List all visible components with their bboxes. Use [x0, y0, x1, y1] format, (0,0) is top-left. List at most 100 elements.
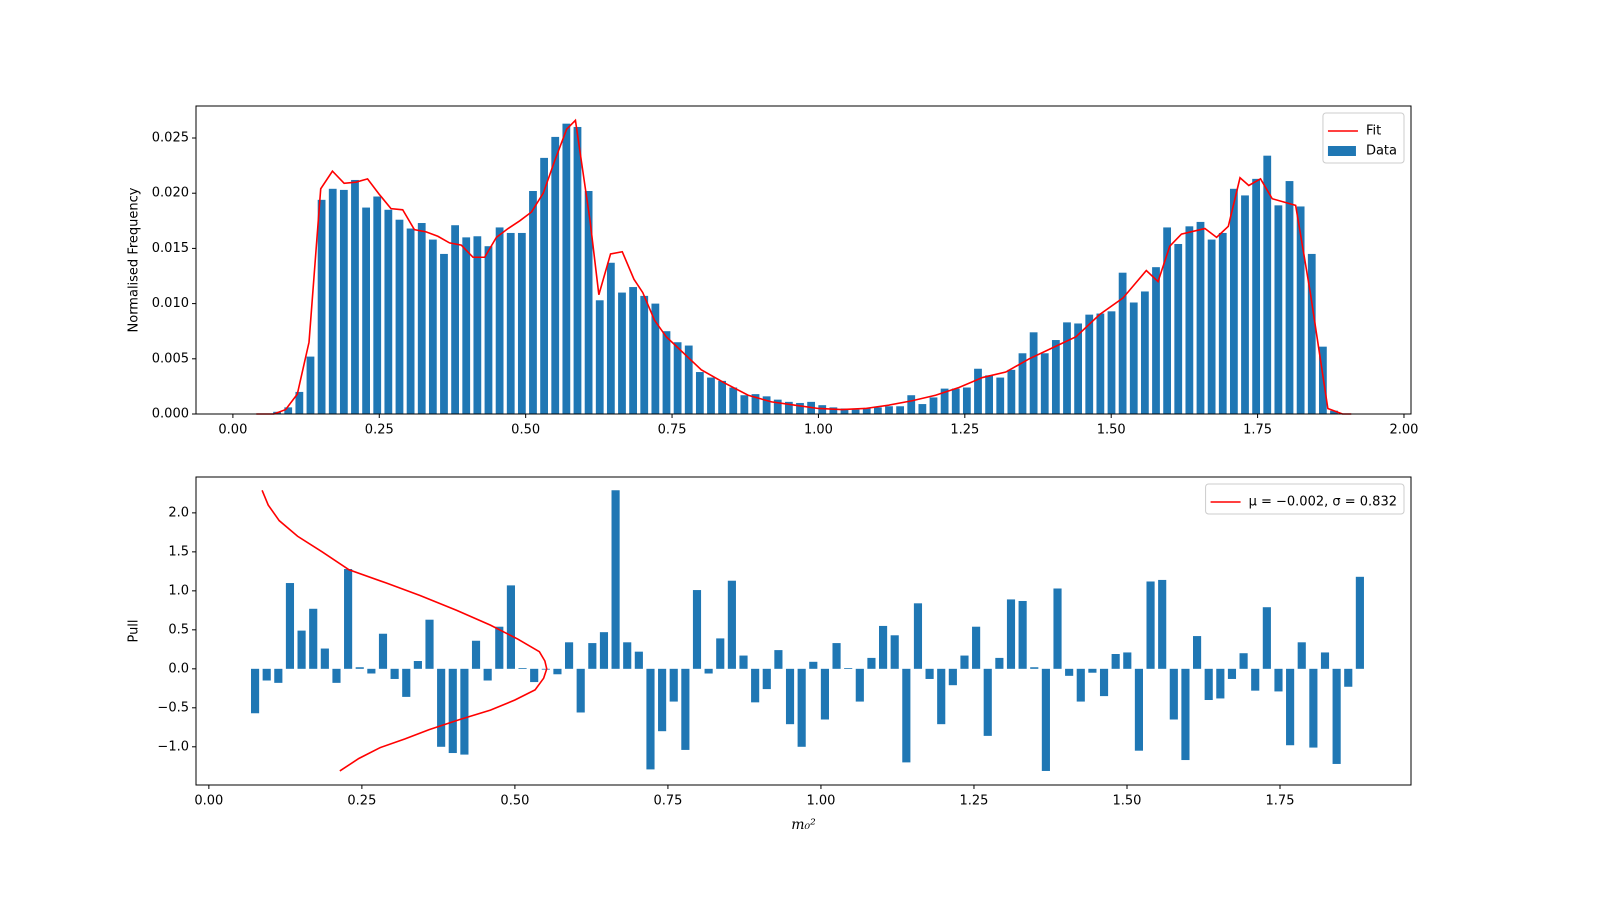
bar [983, 668, 992, 736]
bar [339, 189, 348, 414]
bar [1169, 668, 1178, 720]
bar [1309, 668, 1318, 748]
bar [285, 583, 295, 669]
bar [1051, 340, 1060, 414]
bar [773, 399, 782, 414]
bar [425, 619, 434, 669]
x-tick-label: 1.75 [1243, 423, 1272, 438]
fit-line [256, 118, 1352, 415]
bar [948, 668, 957, 686]
bar [716, 638, 725, 669]
bar [484, 246, 493, 414]
bar [1041, 668, 1050, 771]
bar [1262, 607, 1271, 669]
bar [530, 668, 539, 683]
y-tick-label: 0.010 [152, 296, 189, 311]
bar [646, 668, 655, 770]
bar [295, 391, 304, 414]
bar [1018, 600, 1027, 669]
bar [573, 126, 582, 414]
bar [929, 397, 938, 414]
bar [890, 635, 899, 669]
bar [704, 668, 713, 674]
bar [437, 668, 446, 747]
bar [611, 490, 620, 669]
x-tick-label: 1.00 [806, 794, 835, 809]
bar [495, 227, 504, 414]
x-tick-label: 2.00 [1389, 423, 1418, 438]
y-tick-label: 2.0 [168, 505, 189, 520]
bar [985, 375, 994, 414]
bar [1320, 652, 1330, 669]
bar [1085, 314, 1094, 414]
bar [1239, 653, 1248, 669]
bar [564, 642, 574, 669]
bar [1007, 369, 1016, 414]
axes-frame [195, 105, 1412, 415]
bar [809, 661, 818, 669]
bar [1193, 636, 1202, 669]
bar [1204, 668, 1213, 701]
bar [599, 632, 609, 669]
bar [462, 237, 471, 414]
bar [517, 232, 526, 414]
bar [729, 387, 738, 414]
bar [1185, 226, 1194, 414]
bar [1074, 323, 1083, 414]
bar [1118, 272, 1127, 414]
y-axis-label: Pull [127, 619, 142, 642]
bar [658, 668, 667, 732]
bar [1053, 588, 1062, 669]
bar [996, 377, 1005, 414]
bar [739, 655, 748, 669]
bar [390, 668, 399, 679]
bar [506, 232, 515, 414]
bar [506, 585, 515, 669]
bar [297, 630, 306, 669]
bar [483, 668, 492, 681]
bar [1274, 205, 1283, 414]
y-tick-label: 0.000 [152, 407, 189, 422]
bar [960, 655, 969, 669]
x-tick-label: 0.25 [365, 423, 394, 438]
x-tick-label: 1.00 [804, 423, 833, 438]
bar [317, 199, 326, 414]
bar [588, 643, 597, 669]
bar [428, 239, 437, 414]
x-tick-label: 1.50 [1113, 794, 1142, 809]
bar [1307, 253, 1316, 414]
bar [1134, 668, 1143, 751]
bar [1099, 668, 1109, 697]
bar [1065, 668, 1074, 676]
bar [473, 236, 482, 414]
y-tick-label: 0.0 [168, 661, 189, 676]
bar [829, 407, 838, 414]
bar [250, 668, 260, 714]
bar [1076, 668, 1085, 702]
bar [629, 287, 638, 414]
bar [740, 395, 749, 414]
bar [328, 188, 337, 414]
bar [1274, 668, 1283, 692]
bar [1207, 239, 1216, 414]
y-tick-label: 1.0 [168, 583, 189, 598]
y-tick-label: 0.005 [152, 351, 189, 366]
legend-label: μ = −0.002, σ = 0.832 [1249, 495, 1397, 510]
y-tick-label: 0.5 [168, 622, 189, 637]
y-tick-label: 0.015 [152, 241, 189, 256]
bar [1251, 668, 1260, 691]
bar [395, 219, 404, 414]
bar [448, 668, 457, 754]
x-tick-label: 0.50 [511, 423, 540, 438]
bar [1296, 206, 1305, 414]
bar [1285, 181, 1294, 414]
bar [1181, 668, 1190, 761]
bar [873, 407, 882, 414]
bar [1344, 668, 1353, 687]
bar [1263, 155, 1272, 414]
bar [840, 408, 849, 414]
bar [529, 191, 537, 414]
bar [306, 356, 315, 414]
bar [1040, 353, 1049, 414]
